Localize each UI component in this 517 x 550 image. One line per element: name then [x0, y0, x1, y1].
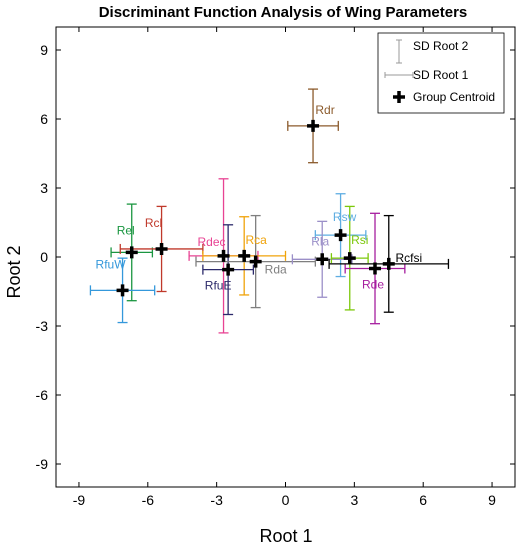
point-labels: Rel Rcl RfuW Rdec Rca RfuE Rda Rdr Rsw Rla Rsi Rde R… [96, 103, 423, 293]
legend-sd-root1-symbol [384, 72, 414, 78]
x-axis-label: Root 1 [259, 526, 312, 546]
y-tick-label: 3 [40, 180, 48, 196]
centroid-rla [316, 253, 329, 266]
point-label-rde: Rde [362, 278, 384, 292]
legend-group-centroid: Group Centroid [413, 90, 495, 104]
centroid-rda [249, 255, 262, 268]
y-tick-label: -6 [36, 387, 49, 403]
centroid-rdec [217, 249, 230, 262]
x-tick-label: 9 [488, 492, 496, 508]
x-tick-label: -6 [142, 492, 155, 508]
point-label-rsi: Rsi [351, 233, 368, 247]
point-label-rfuw: RfuW [96, 257, 127, 271]
point-label-rca: Rca [246, 233, 268, 247]
y-tick-label: 0 [40, 249, 48, 265]
centroid-rsw [334, 229, 347, 242]
point-label-rel: Rel [117, 223, 135, 237]
point-label-rla: Rla [311, 234, 329, 248]
x-tick-label: -3 [210, 492, 223, 508]
legend-sd-root2-symbol [396, 39, 402, 64]
point-label-rsw: Rsw [333, 210, 357, 224]
y-axis-label: Root 2 [4, 245, 24, 298]
point-label-rda: Rda [265, 263, 287, 277]
legend-sd-root1: SD Root 1 [413, 68, 469, 82]
x-tick-label: 0 [282, 492, 290, 508]
centroid-rfue [222, 263, 235, 276]
point-label-rcfsi: Rcfsi [395, 251, 422, 265]
y-tick-label: -3 [36, 318, 49, 334]
centroid-rde [369, 262, 382, 275]
centroid-rsi [343, 252, 356, 265]
error-bars [89, 88, 450, 334]
centroid-rdr [307, 119, 320, 132]
centroid-rca [238, 249, 251, 262]
axis-ticks: -9 -6 -3 0 3 6 9 9 6 3 0 -3 -6 -9 [36, 27, 515, 508]
chart-title: Discriminant Function Analysis of Wing P… [99, 4, 468, 21]
centroid-rcl [155, 242, 168, 255]
group-centroids [116, 119, 395, 297]
point-label-rfue: RfuE [205, 279, 232, 293]
legend-sd-root2: SD Root 2 [413, 39, 469, 53]
centroid-rel [125, 246, 138, 259]
x-tick-label: 6 [419, 492, 427, 508]
point-label-rdec: Rdec [198, 235, 226, 249]
point-label-rdr: Rdr [315, 103, 334, 117]
centroid-rfuw [116, 284, 129, 297]
legend-centroid-symbol [393, 91, 405, 103]
x-tick-label: -9 [73, 492, 86, 508]
legend: SD Root 2 SD Root 1 Group Centroid [377, 32, 505, 114]
y-tick-label: 9 [40, 42, 48, 58]
y-tick-label: 6 [40, 111, 48, 127]
x-tick-label: 3 [350, 492, 358, 508]
point-label-rcl: Rcl [145, 216, 162, 230]
y-tick-label: -9 [36, 456, 49, 472]
centroid-rcfsi [382, 257, 395, 270]
